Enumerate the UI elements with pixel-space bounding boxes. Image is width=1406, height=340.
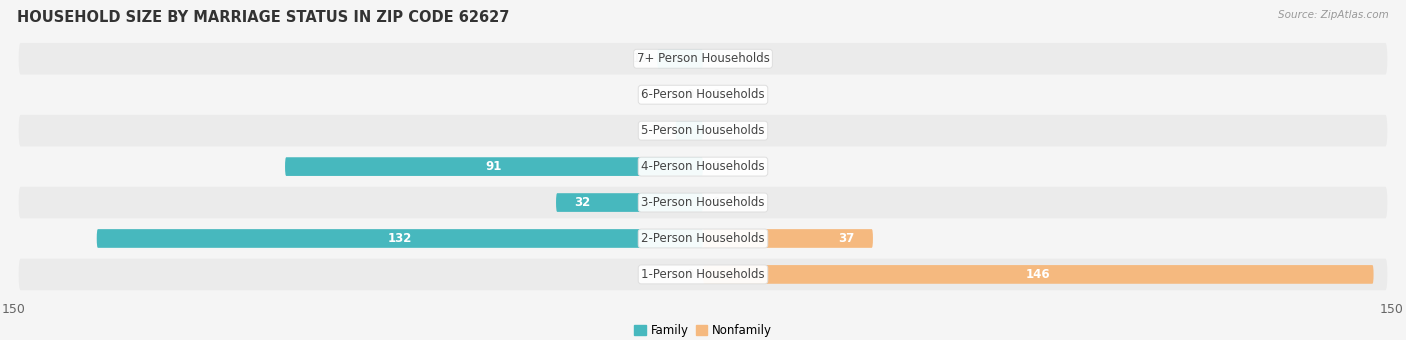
Text: 4-Person Households: 4-Person Households xyxy=(641,160,765,173)
Text: 7+ Person Households: 7+ Person Households xyxy=(637,52,769,65)
Text: 0: 0 xyxy=(713,196,720,209)
Text: 37: 37 xyxy=(838,232,855,245)
Text: 2-Person Households: 2-Person Households xyxy=(641,232,765,245)
Text: 0: 0 xyxy=(713,88,720,101)
FancyBboxPatch shape xyxy=(285,157,703,176)
FancyBboxPatch shape xyxy=(703,229,873,248)
Text: 10: 10 xyxy=(633,52,648,65)
Text: 0: 0 xyxy=(713,52,720,65)
FancyBboxPatch shape xyxy=(703,265,1374,284)
Text: 0: 0 xyxy=(713,160,720,173)
FancyBboxPatch shape xyxy=(18,115,1388,147)
Legend: Family, Nonfamily: Family, Nonfamily xyxy=(630,319,776,340)
Text: 0: 0 xyxy=(686,88,693,101)
Text: 32: 32 xyxy=(575,196,591,209)
FancyBboxPatch shape xyxy=(675,121,703,140)
Text: 146: 146 xyxy=(1026,268,1050,281)
Text: HOUSEHOLD SIZE BY MARRIAGE STATUS IN ZIP CODE 62627: HOUSEHOLD SIZE BY MARRIAGE STATUS IN ZIP… xyxy=(17,10,509,25)
FancyBboxPatch shape xyxy=(18,187,1388,218)
Text: 6-Person Households: 6-Person Households xyxy=(641,88,765,101)
Text: Source: ZipAtlas.com: Source: ZipAtlas.com xyxy=(1278,10,1389,20)
FancyBboxPatch shape xyxy=(657,49,703,68)
FancyBboxPatch shape xyxy=(18,43,1388,74)
Text: 1-Person Households: 1-Person Households xyxy=(641,268,765,281)
FancyBboxPatch shape xyxy=(97,229,703,248)
Text: 3-Person Households: 3-Person Households xyxy=(641,196,765,209)
Text: 91: 91 xyxy=(486,160,502,173)
FancyBboxPatch shape xyxy=(18,151,1388,183)
FancyBboxPatch shape xyxy=(18,223,1388,254)
FancyBboxPatch shape xyxy=(18,79,1388,111)
Text: 0: 0 xyxy=(686,268,693,281)
Text: 0: 0 xyxy=(713,124,720,137)
Text: 5-Person Households: 5-Person Households xyxy=(641,124,765,137)
FancyBboxPatch shape xyxy=(18,259,1388,290)
Text: 6: 6 xyxy=(659,124,666,137)
FancyBboxPatch shape xyxy=(555,193,703,212)
Text: 132: 132 xyxy=(388,232,412,245)
